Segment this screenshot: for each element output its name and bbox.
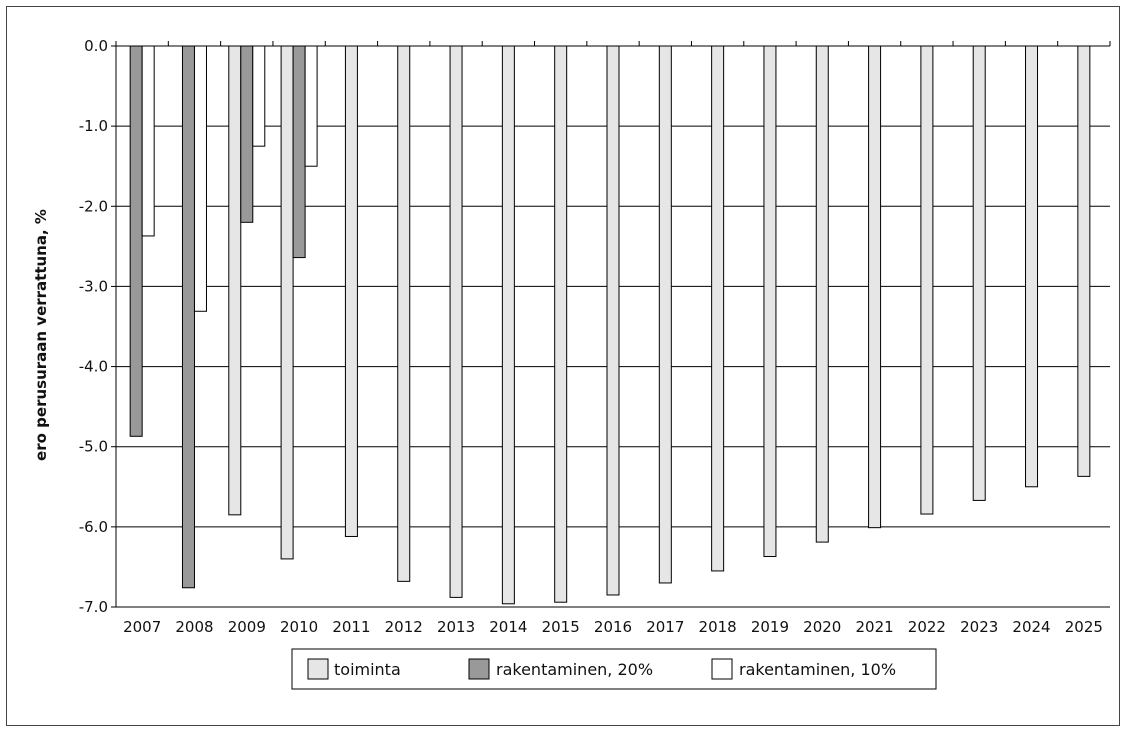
x-tick-label: 2010 [280,618,318,636]
bar-2012-series-0 [397,45,411,582]
x-tick-label: 2009 [228,618,266,636]
x-tick-label: 2025 [1065,618,1103,636]
legend-label: rakentaminen, 20% [496,660,653,679]
x-tick-label: 2007 [123,618,161,636]
y-tick-labels: 0.0 -1.0 -2.0 -3.0 -4.0 -5.0 -6.0 -7.0 [79,37,108,616]
bar-2022-series-0 [920,45,934,515]
x-tick-label: 2023 [960,618,998,636]
y-tick-label: -6.0 [79,518,108,536]
x-tick-label: 2016 [594,618,632,636]
y-tick-label: -2.0 [79,197,108,215]
bar-2014-series-0 [501,45,515,605]
legend: toiminta rakentaminen, 20% rakentaminen, 1… [291,648,937,690]
bar-2017-series-0 [658,45,672,584]
legend-box [291,648,937,690]
y-tick-label: 0.0 [84,37,108,55]
bar-2016-series-0 [606,45,620,596]
y-tick-label: -7.0 [79,598,108,616]
x-tick-label: 2022 [908,618,946,636]
bar-2007-series-1 [129,45,143,437]
x-tick-label: 2019 [751,618,789,636]
legend-swatch [711,658,733,680]
x-tick-label: 2021 [855,618,893,636]
legend-swatch [307,658,329,680]
bars [129,45,1091,605]
bar-2011-series-0 [344,45,358,537]
x-tick-label: 2011 [332,618,370,636]
bar-2025-series-0 [1077,45,1091,477]
legend-label: toiminta [334,660,401,679]
x-tick-label: 2024 [1012,618,1050,636]
x-tick-label: 2008 [175,618,213,636]
x-tick-label: 2020 [803,618,841,636]
bar-2008-series-2 [193,45,207,312]
y-tick-label: -1.0 [79,117,108,135]
x-tick-label: 2013 [437,618,475,636]
bar-2010-series-1 [292,45,306,259]
bar-2009-series-0 [228,45,242,516]
y-axis-label: ero perusuraan verrattuna, % [32,209,50,461]
bar-2018-series-0 [711,45,725,572]
legend-label: rakentaminen, 10% [739,660,896,679]
axes [115,41,1111,607]
bar-2008-series-1 [181,45,195,589]
x-tick-labels: 2007 2008 2009 2010 2011 2012 2013 2014 2015 2016… [123,618,1103,636]
bar-2023-series-0 [972,45,986,501]
bar-2021-series-0 [868,45,882,529]
bar-2009-series-1 [240,45,254,223]
bar-2020-series-0 [815,45,829,543]
bar-2010-series-2 [304,45,318,167]
x-tick-label: 2017 [646,618,684,636]
bar-2010-series-0 [280,45,294,560]
x-tick-label: 2014 [489,618,527,636]
x-tick-label: 2015 [542,618,580,636]
x-tick-label: 2018 [699,618,737,636]
bar-2024-series-0 [1025,45,1039,488]
bar-2015-series-0 [554,45,568,603]
y-tick-label: -5.0 [79,438,108,456]
bar-2019-series-0 [763,45,777,558]
bar-2013-series-0 [449,45,463,598]
bar-2009-series-2 [252,45,266,147]
legend-swatch [468,658,490,680]
y-tick-label: -4.0 [79,358,108,376]
bar-2007-series-2 [141,45,155,237]
y-tick-label: -3.0 [79,277,108,295]
x-tick-label: 2012 [385,618,423,636]
